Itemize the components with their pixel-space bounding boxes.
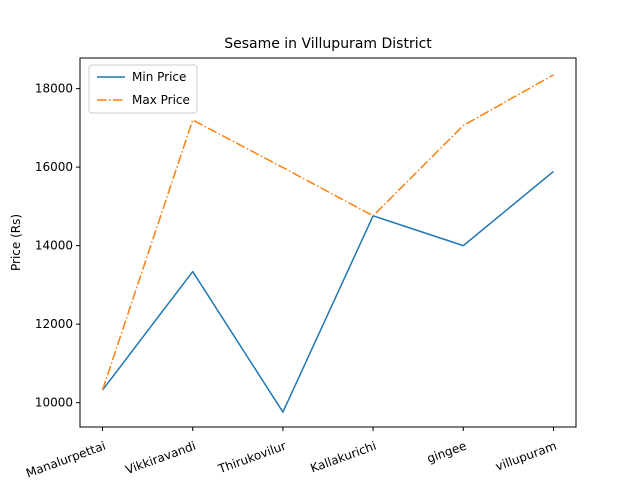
series-line-2: [101, 74, 554, 391]
chart-title: Sesame in Villupuram District: [224, 36, 432, 52]
legend: Min Price Max Price: [88, 64, 198, 114]
legend-label-1: Min Price: [132, 70, 186, 84]
y-tick-label: 18000: [35, 82, 73, 96]
y-tick-label: 10000: [35, 396, 73, 410]
plot-frame: [79, 57, 577, 428]
series-line-1: [101, 170, 554, 413]
y-tick-label: 12000: [35, 317, 73, 331]
y-tick-label: 16000: [35, 160, 73, 174]
y-axis-label: Price (Rs): [9, 214, 23, 271]
legend-label-2: Max Price: [132, 93, 190, 107]
series-layer: [101, 74, 554, 413]
y-tick-label: 14000: [35, 239, 73, 253]
